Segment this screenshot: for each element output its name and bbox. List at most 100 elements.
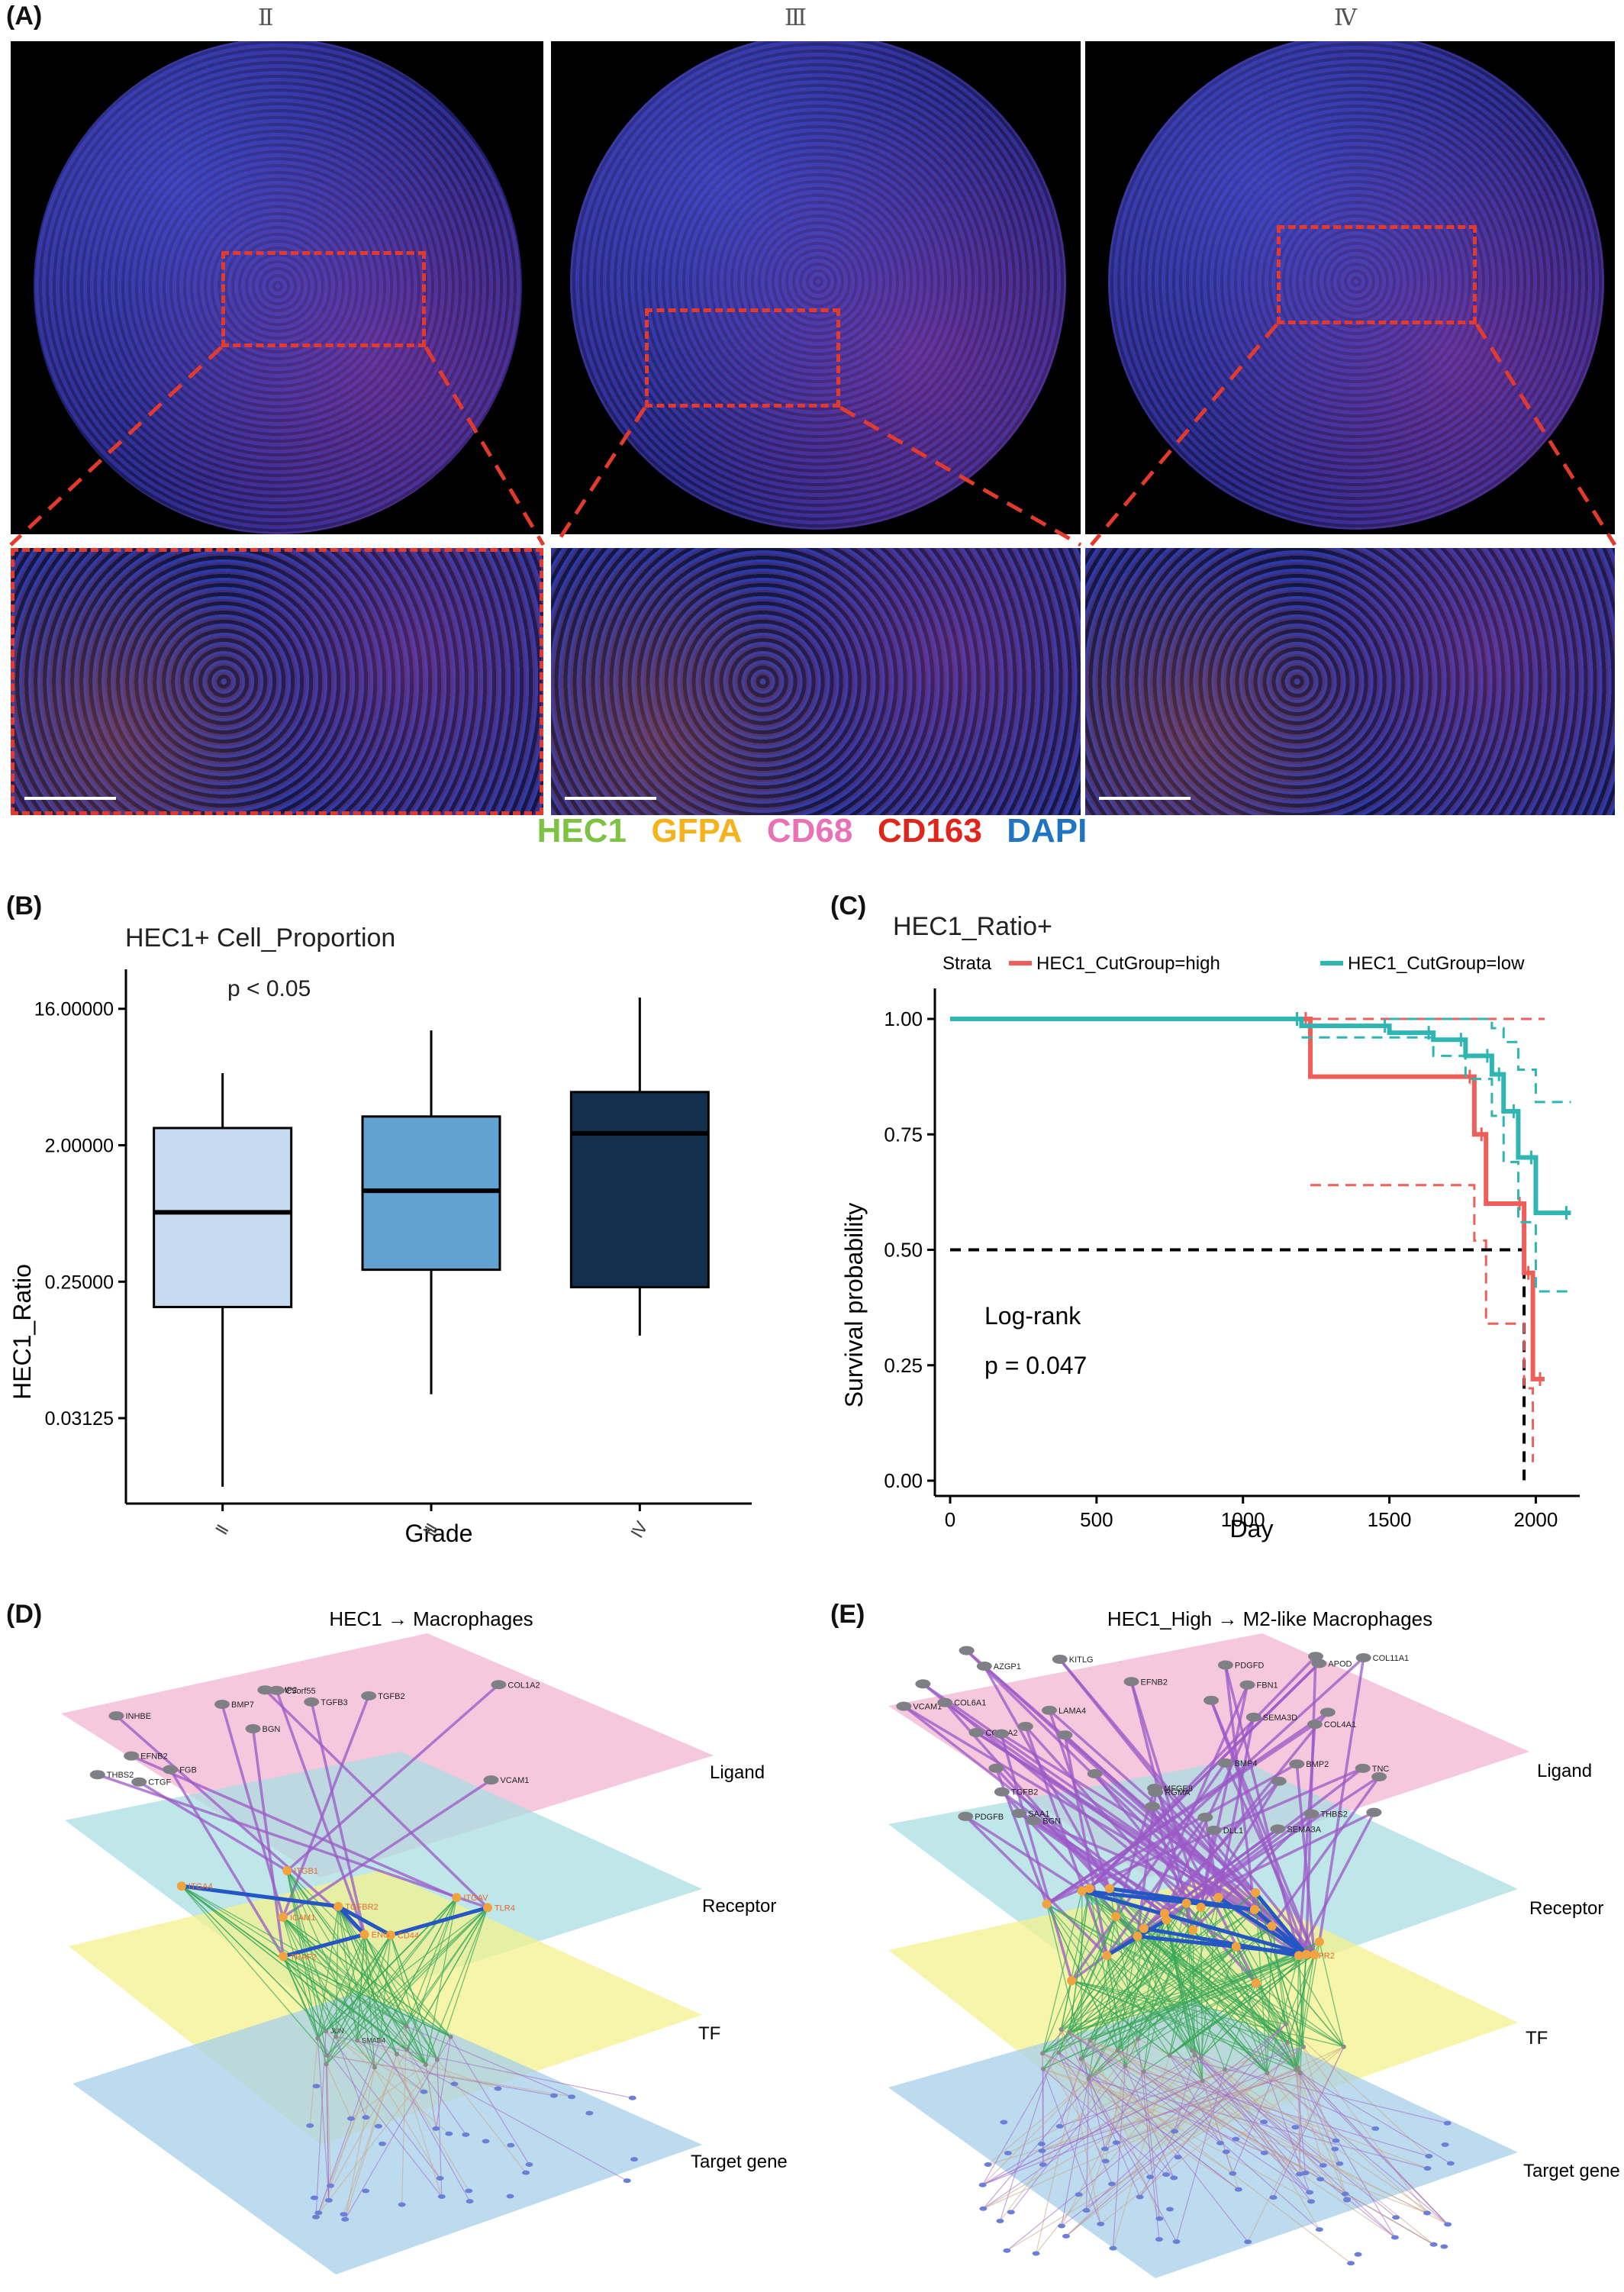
- receptor-node: [1084, 1884, 1094, 1894]
- receptor-tf-edge: [1046, 1904, 1298, 2068]
- tf-target-edge: [1235, 2046, 1345, 2140]
- target-gene-node: [1301, 2171, 1310, 2176]
- tf-node: [1222, 2067, 1227, 2072]
- target-gene-node: [1055, 2123, 1064, 2129]
- tf-target-edge: [1006, 2023, 1287, 2252]
- layer-label-target: Target gene: [691, 2152, 788, 2172]
- tf-node: [324, 2052, 330, 2058]
- scale-bar: [565, 797, 656, 800]
- receptor-tf-edge: [1046, 1904, 1288, 2043]
- receptor-tf-edge: [1060, 1916, 1116, 2030]
- y-tick-label: 0.50: [884, 1239, 923, 1262]
- target-gene-node: [1347, 2261, 1355, 2266]
- receptor-tf-edge: [1071, 1980, 1298, 2068]
- ligand-node: [968, 1728, 984, 1738]
- ligand-node-label: VCAM1: [913, 1703, 942, 1712]
- receptor-node: [1139, 1923, 1149, 1933]
- receptor-tf-edge: [181, 1885, 327, 2032]
- layer-label-target: Target gene: [1523, 2161, 1620, 2181]
- tf-target-edge: [1061, 2078, 1090, 2226]
- x-axis-label: Day: [1230, 1515, 1274, 1543]
- stain-legend: HEC1 GFPA CD68 CD163 DAPI: [0, 812, 1624, 850]
- target-gene-node: [1307, 2199, 1316, 2204]
- tf-target-edge: [1191, 2049, 1376, 2129]
- target-gene-node: [585, 2110, 594, 2116]
- ligand-node: [124, 1751, 140, 1761]
- receptor-tf-edge: [1192, 1929, 1195, 2055]
- receptor-tf-edge: [1200, 1941, 1320, 2058]
- receptor-node: [1231, 1942, 1241, 1952]
- survival-curve-1: [950, 1017, 1571, 1216]
- ligand-node-label: PDGFB: [975, 1813, 1004, 1822]
- target-gene-node: [436, 2175, 444, 2181]
- tf-target-edge: [1272, 2046, 1345, 2198]
- receptor-node: [1077, 1886, 1087, 1896]
- receptor-node: [359, 1929, 369, 1939]
- receptor-node: [1251, 1887, 1261, 1897]
- ligand-node: [1371, 1771, 1387, 1781]
- target-gene-node: [522, 2170, 530, 2175]
- receptor-receptor-edge: [282, 1933, 366, 1958]
- ligand-node: [1123, 1677, 1139, 1687]
- ligand-receptor-edge: [1106, 1817, 1207, 1957]
- tf-node: [1167, 2052, 1172, 2058]
- receptor-node: [1111, 1911, 1121, 1921]
- receptor-node: [1314, 1937, 1324, 1947]
- target-gene-node: [1269, 2195, 1278, 2200]
- ligand-node: [1355, 1763, 1371, 1773]
- tf-target-edge: [450, 2036, 530, 2165]
- tf-target-edge: [1042, 2068, 1167, 2175]
- receptor-tf-edge: [325, 1907, 488, 2032]
- receptor-tf-edge: [1117, 1936, 1139, 2051]
- tf-node: [434, 2057, 440, 2062]
- tf-node: [334, 2034, 339, 2039]
- receptor-tf-edge: [1192, 1929, 1288, 2043]
- receptor-tf-edge: [282, 1955, 407, 2027]
- panel-c-label: (C): [830, 891, 867, 920]
- target-gene-node: [374, 2123, 382, 2129]
- target-gene-node: [1319, 2163, 1327, 2168]
- tf-target-edge: [1059, 2046, 1304, 2127]
- tf-target-edge: [1266, 2072, 1428, 2213]
- ligand-node-label: THBS2: [1320, 1810, 1347, 1820]
- tf-target-edge: [1139, 2023, 1287, 2197]
- boxplot-chart: HEC1+ Cell_Proportion p < 0.05 HEC1_Rati…: [8, 924, 752, 1547]
- receptor-tf-edge: [1069, 1954, 1315, 2033]
- tf-target-edge: [1125, 2065, 1428, 2214]
- tf-target-edge: [1081, 2058, 1174, 2178]
- roi-box: [221, 251, 426, 347]
- receptor-receptor-edge: [337, 1904, 392, 1937]
- tf-node: [1200, 2078, 1205, 2084]
- receptor-tf-edge: [282, 1955, 427, 2065]
- receptor-receptor-edge: [1081, 1889, 1307, 1957]
- ligand-receptor-edge: [1088, 1655, 1317, 1890]
- target-gene-node: [327, 2183, 335, 2188]
- zoom-connector-lines: [9, 323, 1617, 547]
- ligand-receptor-edge: [264, 1688, 489, 1909]
- receptor-tf-edge: [1164, 1913, 1195, 2055]
- ligand-node: [108, 1711, 124, 1721]
- receptor-tf-edge: [1080, 1907, 1202, 2060]
- tf-target-edge: [1089, 2040, 1160, 2219]
- tf-target-edge: [983, 2068, 1226, 2210]
- receptor-tf-edge: [1042, 1888, 1110, 2054]
- zoom-grade-ii: [11, 548, 543, 815]
- receptor-tf-edge: [1200, 1907, 1204, 2081]
- tf-target-edge: [344, 2054, 398, 2219]
- tf-target-edge: [315, 2031, 327, 2217]
- x-axis-label: Grade: [405, 1520, 473, 1547]
- ligand-node-label: FBN1: [1257, 1681, 1278, 1691]
- receptor-tf-edge: [282, 1955, 375, 2068]
- ligand-node: [1271, 1776, 1287, 1786]
- network-title: HEC1_High → M2-like Macrophages: [1107, 1607, 1432, 1630]
- receptor-tf-edge: [425, 1907, 488, 2065]
- tf-target-edge: [326, 2064, 330, 2200]
- ligand-node-label: TNC: [1372, 1765, 1390, 1774]
- receptor-tf-edge: [1192, 1929, 1301, 2074]
- ligand-receptor-edge: [1271, 1775, 1381, 1927]
- target-gene-node: [506, 2194, 514, 2199]
- target-gene-node: [1423, 2165, 1432, 2171]
- ligand-node: [361, 1691, 377, 1700]
- ligand-node: [1320, 1707, 1336, 1717]
- network-title: HEC1 → Macrophages: [329, 1607, 533, 1630]
